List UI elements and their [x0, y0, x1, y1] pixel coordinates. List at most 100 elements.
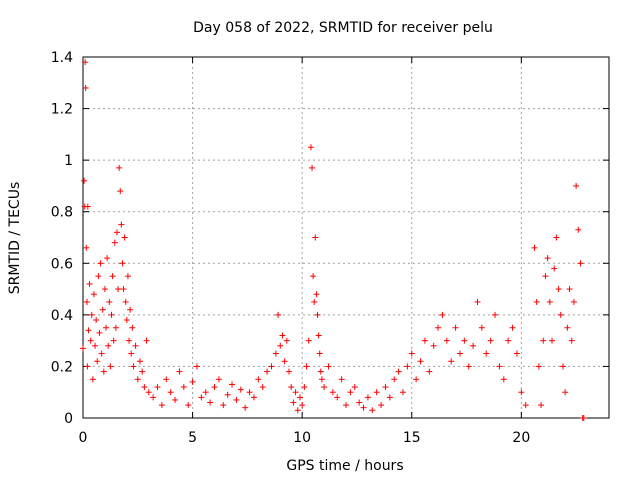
data-point — [275, 311, 282, 318]
data-point — [246, 389, 253, 396]
data-point — [573, 182, 580, 189]
data-point — [290, 399, 297, 406]
data-point — [413, 376, 420, 383]
x-tick-label: 20 — [512, 430, 530, 446]
data-point — [474, 298, 481, 305]
data-point — [325, 363, 332, 370]
data-point — [544, 255, 551, 262]
data-point — [301, 384, 308, 391]
data-point — [97, 260, 104, 267]
data-point — [391, 376, 398, 383]
data-point — [132, 342, 139, 349]
data-point — [259, 384, 266, 391]
data-point — [564, 324, 571, 331]
data-point — [470, 342, 477, 349]
y-tick-label: 0.8 — [51, 205, 73, 221]
data-point — [84, 363, 91, 370]
data-point — [533, 298, 540, 305]
data-point — [279, 332, 286, 339]
data-point — [141, 384, 148, 391]
data-point — [128, 350, 135, 357]
data-point — [378, 402, 385, 409]
data-point — [318, 376, 325, 383]
data-point — [356, 399, 363, 406]
data-point — [124, 273, 131, 280]
data-point — [505, 337, 512, 344]
data-point — [538, 402, 545, 409]
data-point — [386, 394, 393, 401]
data-point — [220, 402, 227, 409]
data-point — [566, 286, 573, 293]
data-point — [134, 376, 141, 383]
data-point — [426, 368, 433, 375]
data-point — [136, 358, 143, 365]
data-point — [139, 368, 146, 375]
data-point — [176, 368, 183, 375]
data-point — [120, 286, 127, 293]
data-point — [90, 291, 97, 298]
data-point — [364, 394, 371, 401]
data-point — [109, 273, 116, 280]
data-point — [430, 342, 437, 349]
data-point — [329, 389, 336, 396]
data-point — [105, 342, 112, 349]
x-tick-label: 15 — [403, 430, 421, 446]
data-point — [99, 306, 106, 313]
data-point — [101, 286, 108, 293]
data-point — [115, 286, 122, 293]
data-point — [193, 363, 200, 370]
data-point — [549, 337, 556, 344]
data-point — [119, 260, 126, 267]
data-point — [310, 273, 317, 280]
data-point — [93, 317, 100, 324]
data-point — [82, 84, 89, 91]
data-point — [88, 311, 95, 318]
data-point — [113, 229, 120, 236]
data-point — [542, 273, 549, 280]
data-point — [185, 402, 192, 409]
data-point — [314, 311, 321, 318]
data-point — [540, 337, 547, 344]
data-point — [408, 350, 415, 357]
data-point — [487, 337, 494, 344]
data-point — [439, 311, 446, 318]
data-point — [281, 358, 288, 365]
data-point — [399, 389, 406, 396]
data-point — [242, 404, 249, 411]
data-point — [509, 324, 516, 331]
data-point — [94, 358, 101, 365]
data-point — [395, 368, 402, 375]
data-point — [315, 332, 322, 339]
data-point — [122, 298, 129, 305]
data-point — [150, 394, 157, 401]
data-point — [211, 384, 218, 391]
y-tick-label: 1.2 — [51, 102, 73, 118]
data-point — [334, 394, 341, 401]
data-point — [224, 391, 231, 398]
data-point — [360, 404, 367, 411]
data-point — [118, 221, 125, 228]
data-point — [229, 381, 236, 388]
data-point — [96, 329, 103, 336]
data-point — [255, 376, 262, 383]
data-point — [126, 337, 133, 344]
data-point — [154, 384, 161, 391]
data-point — [351, 384, 358, 391]
data-point — [421, 337, 428, 344]
data-point — [570, 298, 577, 305]
data-markers — [80, 59, 587, 421]
data-point — [448, 358, 455, 365]
x-tick-label: 0 — [79, 430, 88, 446]
data-point — [129, 324, 136, 331]
data-point — [80, 345, 86, 352]
data-point — [518, 389, 525, 396]
data-point — [103, 324, 110, 331]
data-point — [555, 286, 562, 293]
data-point — [557, 311, 564, 318]
data-point — [207, 399, 214, 406]
data-point — [83, 244, 90, 251]
data-point — [92, 342, 99, 349]
data-point — [343, 402, 349, 409]
axis-ticks: 0 0.2 0.4 0.6 0.8 1 1.2 1.4 0 5 10 15 20 — [51, 50, 609, 446]
data-point — [264, 368, 271, 375]
